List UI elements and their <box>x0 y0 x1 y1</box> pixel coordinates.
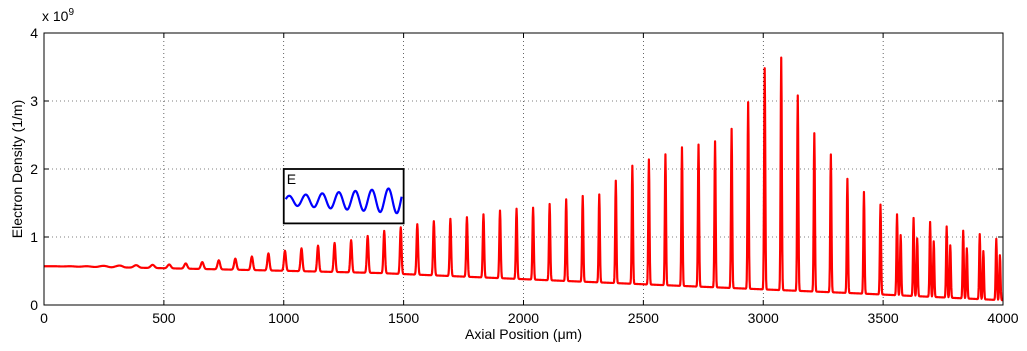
x-tick-label: 1500 <box>388 310 419 326</box>
y-axis-label: Electron Density (1/m) <box>9 100 25 238</box>
x-tick-label: 1000 <box>268 310 299 326</box>
electron-density-line <box>43 56 1004 302</box>
y-tick-label: 1 <box>30 229 38 245</box>
x-tick-label: 0 <box>40 310 48 326</box>
inset-frame <box>282 168 405 225</box>
y-exponent-label: x 109 <box>42 7 74 24</box>
x-axis-label: Axial Position (μm) <box>465 326 582 342</box>
inset-label: E <box>287 171 296 187</box>
y-exponent-power: 9 <box>68 7 74 18</box>
axis-ticks: 0 500 1000 1500 2000 2500 3000 3500 4000 0 1 2 3 4 <box>30 25 1019 326</box>
x-tick-label: 2500 <box>628 310 659 326</box>
series-layer <box>43 56 1004 302</box>
x-tick-label: 3500 <box>868 310 899 326</box>
y-tick-label: 0 <box>30 297 38 313</box>
grid-lines <box>44 33 1003 305</box>
y-tick-label: 4 <box>30 25 38 41</box>
inset-panel: E <box>282 168 405 225</box>
inset-e-field-line <box>284 187 403 215</box>
y-tick-label: 3 <box>30 93 38 109</box>
y-tick-label: 2 <box>30 161 38 177</box>
x-tick-label: 500 <box>152 310 176 326</box>
x-tick-label: 3000 <box>748 310 779 326</box>
x-tick-label: 2000 <box>508 310 539 326</box>
y-exponent-base: x 10 <box>42 8 69 24</box>
x-tick-label: 4000 <box>987 310 1018 326</box>
